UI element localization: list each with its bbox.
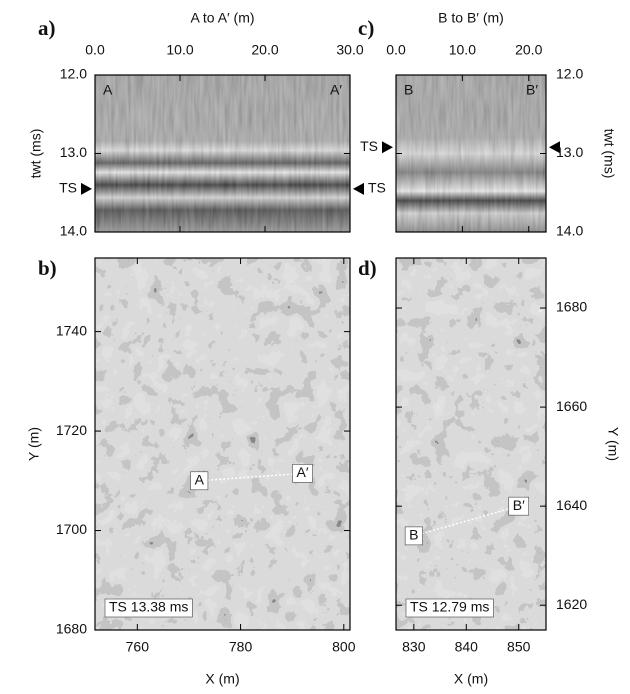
x-tick-label: 10.0 (166, 42, 193, 58)
x-tick-label: 0.0 (386, 42, 406, 58)
y-axis-title: twt (ms) (28, 129, 44, 179)
ts-marker-label: TS (59, 180, 77, 196)
radargram-texture (95, 75, 350, 232)
panel-label: b) (38, 256, 57, 280)
x-tick-label: 850 (507, 639, 531, 655)
x-tick-label: 840 (455, 639, 479, 655)
profile-label: A (195, 472, 205, 488)
y-tick-label: 12.0 (556, 66, 583, 82)
profile-label-box (190, 471, 209, 491)
profile-label-box (508, 496, 530, 516)
y-tick-label: 13.0 (556, 144, 583, 160)
profile-end-label: B′ (526, 82, 538, 98)
y-axis-title: twt (ms) (601, 129, 617, 179)
profile-line (199, 472, 303, 482)
y-tick-label: 1740 (56, 322, 87, 338)
map-slice (396, 258, 546, 630)
ts-marker (549, 141, 560, 154)
x-tick-label: 800 (332, 639, 356, 655)
profile-label: B′ (513, 497, 525, 513)
y-tick-label: 1720 (56, 422, 87, 438)
plot-frame (395, 257, 547, 631)
slice-annotation: TS 12.79 ms (410, 599, 489, 615)
x-axis-title: X (m) (205, 671, 239, 687)
panel-label: d) (358, 256, 377, 280)
ts-marker (382, 141, 393, 154)
x-tick-label: 20.0 (251, 42, 278, 58)
x-tick-label: 830 (402, 639, 426, 655)
x-axis-title: X (m) (454, 671, 488, 687)
y-tick-label: 14.0 (556, 223, 583, 239)
x-tick-label: 760 (126, 639, 150, 655)
y-tick-label: 14.0 (60, 223, 87, 239)
map-slice (95, 258, 350, 630)
ts-marker (353, 182, 364, 195)
panel-label: a) (38, 16, 56, 40)
x-tick-label: 30.0 (336, 42, 363, 58)
plot-frame (94, 257, 351, 631)
ts-marker-label: TS (368, 180, 386, 196)
y-tick-label: 12.0 (60, 66, 87, 82)
slice-annotation-box (104, 598, 193, 618)
y-tick-label: 1700 (56, 521, 87, 537)
y-tick-label: 13.0 (60, 144, 87, 160)
panel-label: c) (358, 16, 374, 40)
profile-start-label: B (404, 82, 413, 98)
profile-label: A′ (297, 464, 309, 480)
y-tick-label: 1680 (556, 299, 587, 315)
slice-annotation: TS 13.38 ms (109, 599, 188, 615)
x-axis-title: B to B′ (m) (438, 10, 504, 26)
profile-label-box (292, 464, 313, 483)
profile-start-label: A (103, 82, 113, 98)
x-axis-title: A to A′ (m) (190, 10, 254, 26)
y-tick-label: 1680 (56, 621, 87, 637)
y-tick-label: 1660 (556, 398, 587, 414)
y-tick-label: 1640 (556, 497, 587, 513)
profile-label-box (404, 526, 423, 546)
profile-label: B (409, 527, 418, 543)
y-axis-title: Y (m) (605, 427, 621, 461)
ts-marker-label: TS (360, 138, 378, 154)
ts-marker (81, 182, 92, 195)
x-tick-label: 20.0 (515, 42, 542, 58)
x-tick-label: 780 (229, 639, 253, 655)
radargram-texture (396, 75, 546, 232)
y-tick-label: 1620 (556, 596, 587, 612)
x-tick-label: 0.0 (85, 42, 105, 58)
slice-annotation-box (405, 598, 494, 618)
profile-end-label: A′ (330, 82, 342, 98)
x-tick-label: 10.0 (449, 42, 476, 58)
y-axis-title: Y (m) (26, 427, 42, 461)
